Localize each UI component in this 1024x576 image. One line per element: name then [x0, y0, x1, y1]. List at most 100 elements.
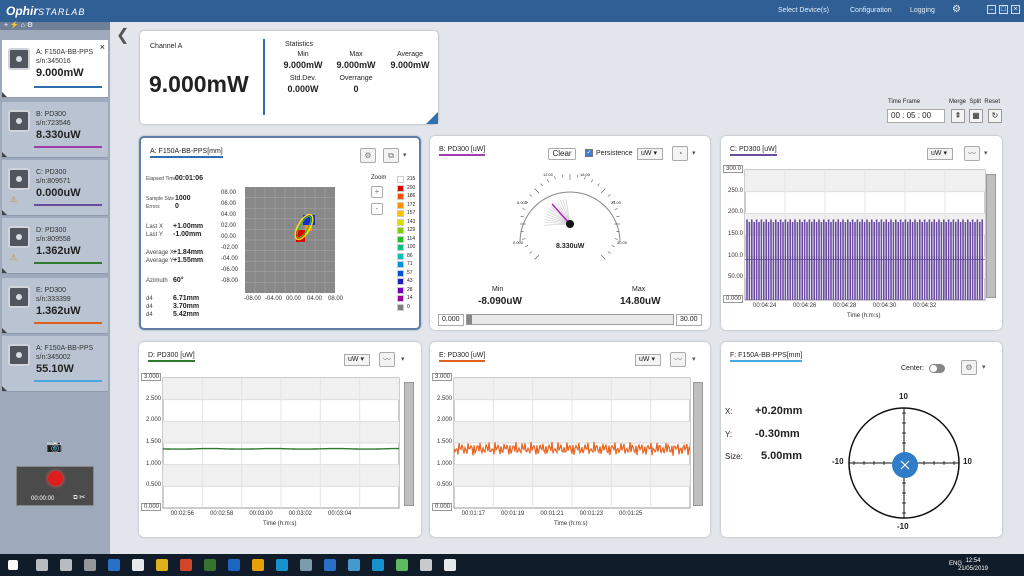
chevron-down-icon[interactable]: ▾	[984, 150, 988, 157]
device-card[interactable]: A: F150A-BB-PPS s/n:345016 9.000mW ×	[2, 40, 108, 98]
chevron-down-icon[interactable]: ▾	[401, 356, 405, 363]
taskbar-app-icon[interactable]	[324, 559, 336, 571]
settings-gear-icon[interactable]: ⚙	[952, 4, 961, 15]
taskbar-app-icon[interactable]	[252, 559, 264, 571]
chevron-down-icon[interactable]: ▾	[692, 150, 696, 157]
taskbar-app-icon[interactable]	[372, 559, 384, 571]
center-toggle[interactable]	[929, 364, 945, 373]
x-tick-label: 00:03:00	[249, 511, 273, 517]
gauge-needle	[551, 203, 571, 225]
device-model: D: PD300	[36, 227, 67, 234]
close-button[interactable]: ×	[1011, 5, 1020, 14]
taskbar-clock[interactable]: 12:54 21/05/2019	[957, 558, 988, 572]
chart-icon[interactable]: 〰	[670, 352, 686, 367]
time-frame-input[interactable]: 00 : 05 : 00	[887, 109, 945, 123]
split-button[interactable]: ▦	[969, 109, 983, 123]
taskbar-app-icon[interactable]	[156, 559, 168, 571]
sidebar-toolbar[interactable]: + ⚡ ⌂ ⚙	[0, 22, 110, 30]
chart-icon[interactable]: 〰	[964, 146, 980, 161]
panel-c-title: C: PD300 [uW]	[730, 146, 777, 156]
close-icon[interactable]: ×	[99, 42, 105, 52]
y-tick-label: 1.500	[145, 439, 161, 445]
target-right-label: 10	[963, 457, 972, 466]
taskbar-app-icon[interactable]	[396, 559, 408, 571]
taskbar-app-icon[interactable]	[60, 559, 72, 571]
stat-overrange: Overrange 0	[339, 75, 373, 94]
taskbar-app-icon[interactable]	[180, 559, 192, 571]
range-slider[interactable]	[466, 314, 674, 325]
stat-label: Sample Size	[146, 196, 175, 202]
x-tick-label: 00:01:23	[579, 511, 604, 517]
device-card[interactable]: B: PD300 s/n:723546 8.330uW	[2, 102, 108, 158]
minimize-button[interactable]: –	[987, 5, 996, 14]
reset-button[interactable]: ↻	[988, 109, 1002, 123]
record-options-icon[interactable]: ⧉ ✂	[73, 495, 85, 501]
taskbar-app-icon[interactable]	[300, 559, 312, 571]
unit-select[interactable]: uW ▾	[344, 354, 370, 366]
device-card[interactable]: A: F150A-BB-PPS s/n:345002 55.10W	[2, 336, 108, 392]
configuration-menu[interactable]: Configuration	[850, 7, 892, 14]
device-name: D: PD300 s/n:809558	[36, 226, 106, 244]
language-indicator[interactable]: ENG	[948, 561, 962, 567]
panel-f-target: F: F150A-BB-PPS[mm] Center: ⚙ ▾ X: +0.20…	[721, 342, 1002, 537]
device-card[interactable]: E: PD300 s/n:333399 1.362uW	[2, 278, 108, 334]
chart-scrollbar[interactable]	[986, 174, 996, 298]
taskbar-app-icon[interactable]	[228, 559, 240, 571]
sensor-icon	[8, 286, 30, 308]
chevron-down-icon[interactable]: ▾	[982, 364, 986, 371]
taskbar-app-icon[interactable]	[276, 559, 288, 571]
device-card[interactable]: D: PD300 s/n:809558 1.362uW ⚠	[2, 218, 108, 274]
legend-swatch	[397, 244, 404, 251]
taskbar-app-icon[interactable]	[108, 559, 120, 571]
stat-label: d4	[146, 304, 153, 310]
range-low-input[interactable]: 0.000	[438, 314, 464, 326]
size-value: 5.00mm	[761, 450, 802, 462]
beam-center-icon	[900, 460, 910, 470]
record-button[interactable]	[48, 471, 63, 486]
legend-swatch	[397, 278, 404, 285]
logging-menu[interactable]: Logging	[910, 7, 935, 14]
legend-label: 0	[407, 303, 410, 310]
settings-icon[interactable]: ⚙	[360, 148, 376, 163]
stat-value: +1.84mm	[173, 249, 204, 256]
clear-button[interactable]: Clear	[548, 148, 576, 160]
zoom-out-button[interactable]: -	[371, 203, 383, 215]
taskbar-app-icon[interactable]	[204, 559, 216, 571]
x-axis-label: Time (h:m:s)	[554, 521, 588, 527]
settings-icon[interactable]: ⚙	[961, 360, 977, 375]
gauge-hub	[566, 220, 574, 228]
display-mode-icon[interactable]: ◔	[672, 146, 688, 161]
device-name: A: F150A-BB-PPS s/n:345002	[36, 344, 106, 362]
select-devices-menu[interactable]: Select Device(s)	[778, 7, 829, 14]
taskbar-app-icon[interactable]	[444, 559, 456, 571]
persistence-checkbox[interactable]: ✓	[585, 149, 593, 157]
unit-select[interactable]: uW ▾	[637, 148, 663, 160]
legend-swatch	[397, 261, 404, 268]
taskbar-app-icon[interactable]	[84, 559, 96, 571]
chart-scrollbar[interactable]	[693, 382, 703, 506]
range-high-input[interactable]: 30.00	[676, 314, 702, 326]
windows-taskbar: ENG 12:54 21/05/2019	[0, 554, 1024, 576]
taskbar-app-icon[interactable]	[36, 559, 48, 571]
windows-start-icon[interactable]	[8, 560, 18, 570]
maximize-button[interactable]: □	[999, 5, 1008, 14]
x-tick-label: -04.00	[265, 296, 283, 302]
expand-corner-icon[interactable]	[426, 112, 438, 124]
merge-button[interactable]: ⇞	[951, 109, 965, 123]
zoom-in-button[interactable]: +	[371, 186, 383, 198]
chart-icon[interactable]: 〰	[379, 352, 395, 367]
back-icon[interactable]: ❮	[116, 27, 130, 44]
chart-scrollbar[interactable]	[404, 382, 414, 506]
device-reading: 55.10W	[36, 363, 74, 375]
device-color-line	[34, 146, 102, 148]
taskbar-app-icon[interactable]	[348, 559, 360, 571]
unit-select[interactable]: uW ▾	[635, 354, 661, 366]
device-card[interactable]: C: PD300 s/n:809571 0.000uW ⚠	[2, 160, 108, 216]
chevron-down-icon[interactable]: ▾	[403, 152, 407, 159]
chevron-down-icon[interactable]: ▾	[692, 356, 696, 363]
taskbar-app-icon[interactable]	[420, 559, 432, 571]
camera-icon[interactable]: 📷	[46, 438, 63, 453]
unit-select[interactable]: uW ▾	[927, 148, 953, 160]
view-mode-icon[interactable]: ⧉	[383, 148, 399, 163]
taskbar-app-icon[interactable]	[132, 559, 144, 571]
